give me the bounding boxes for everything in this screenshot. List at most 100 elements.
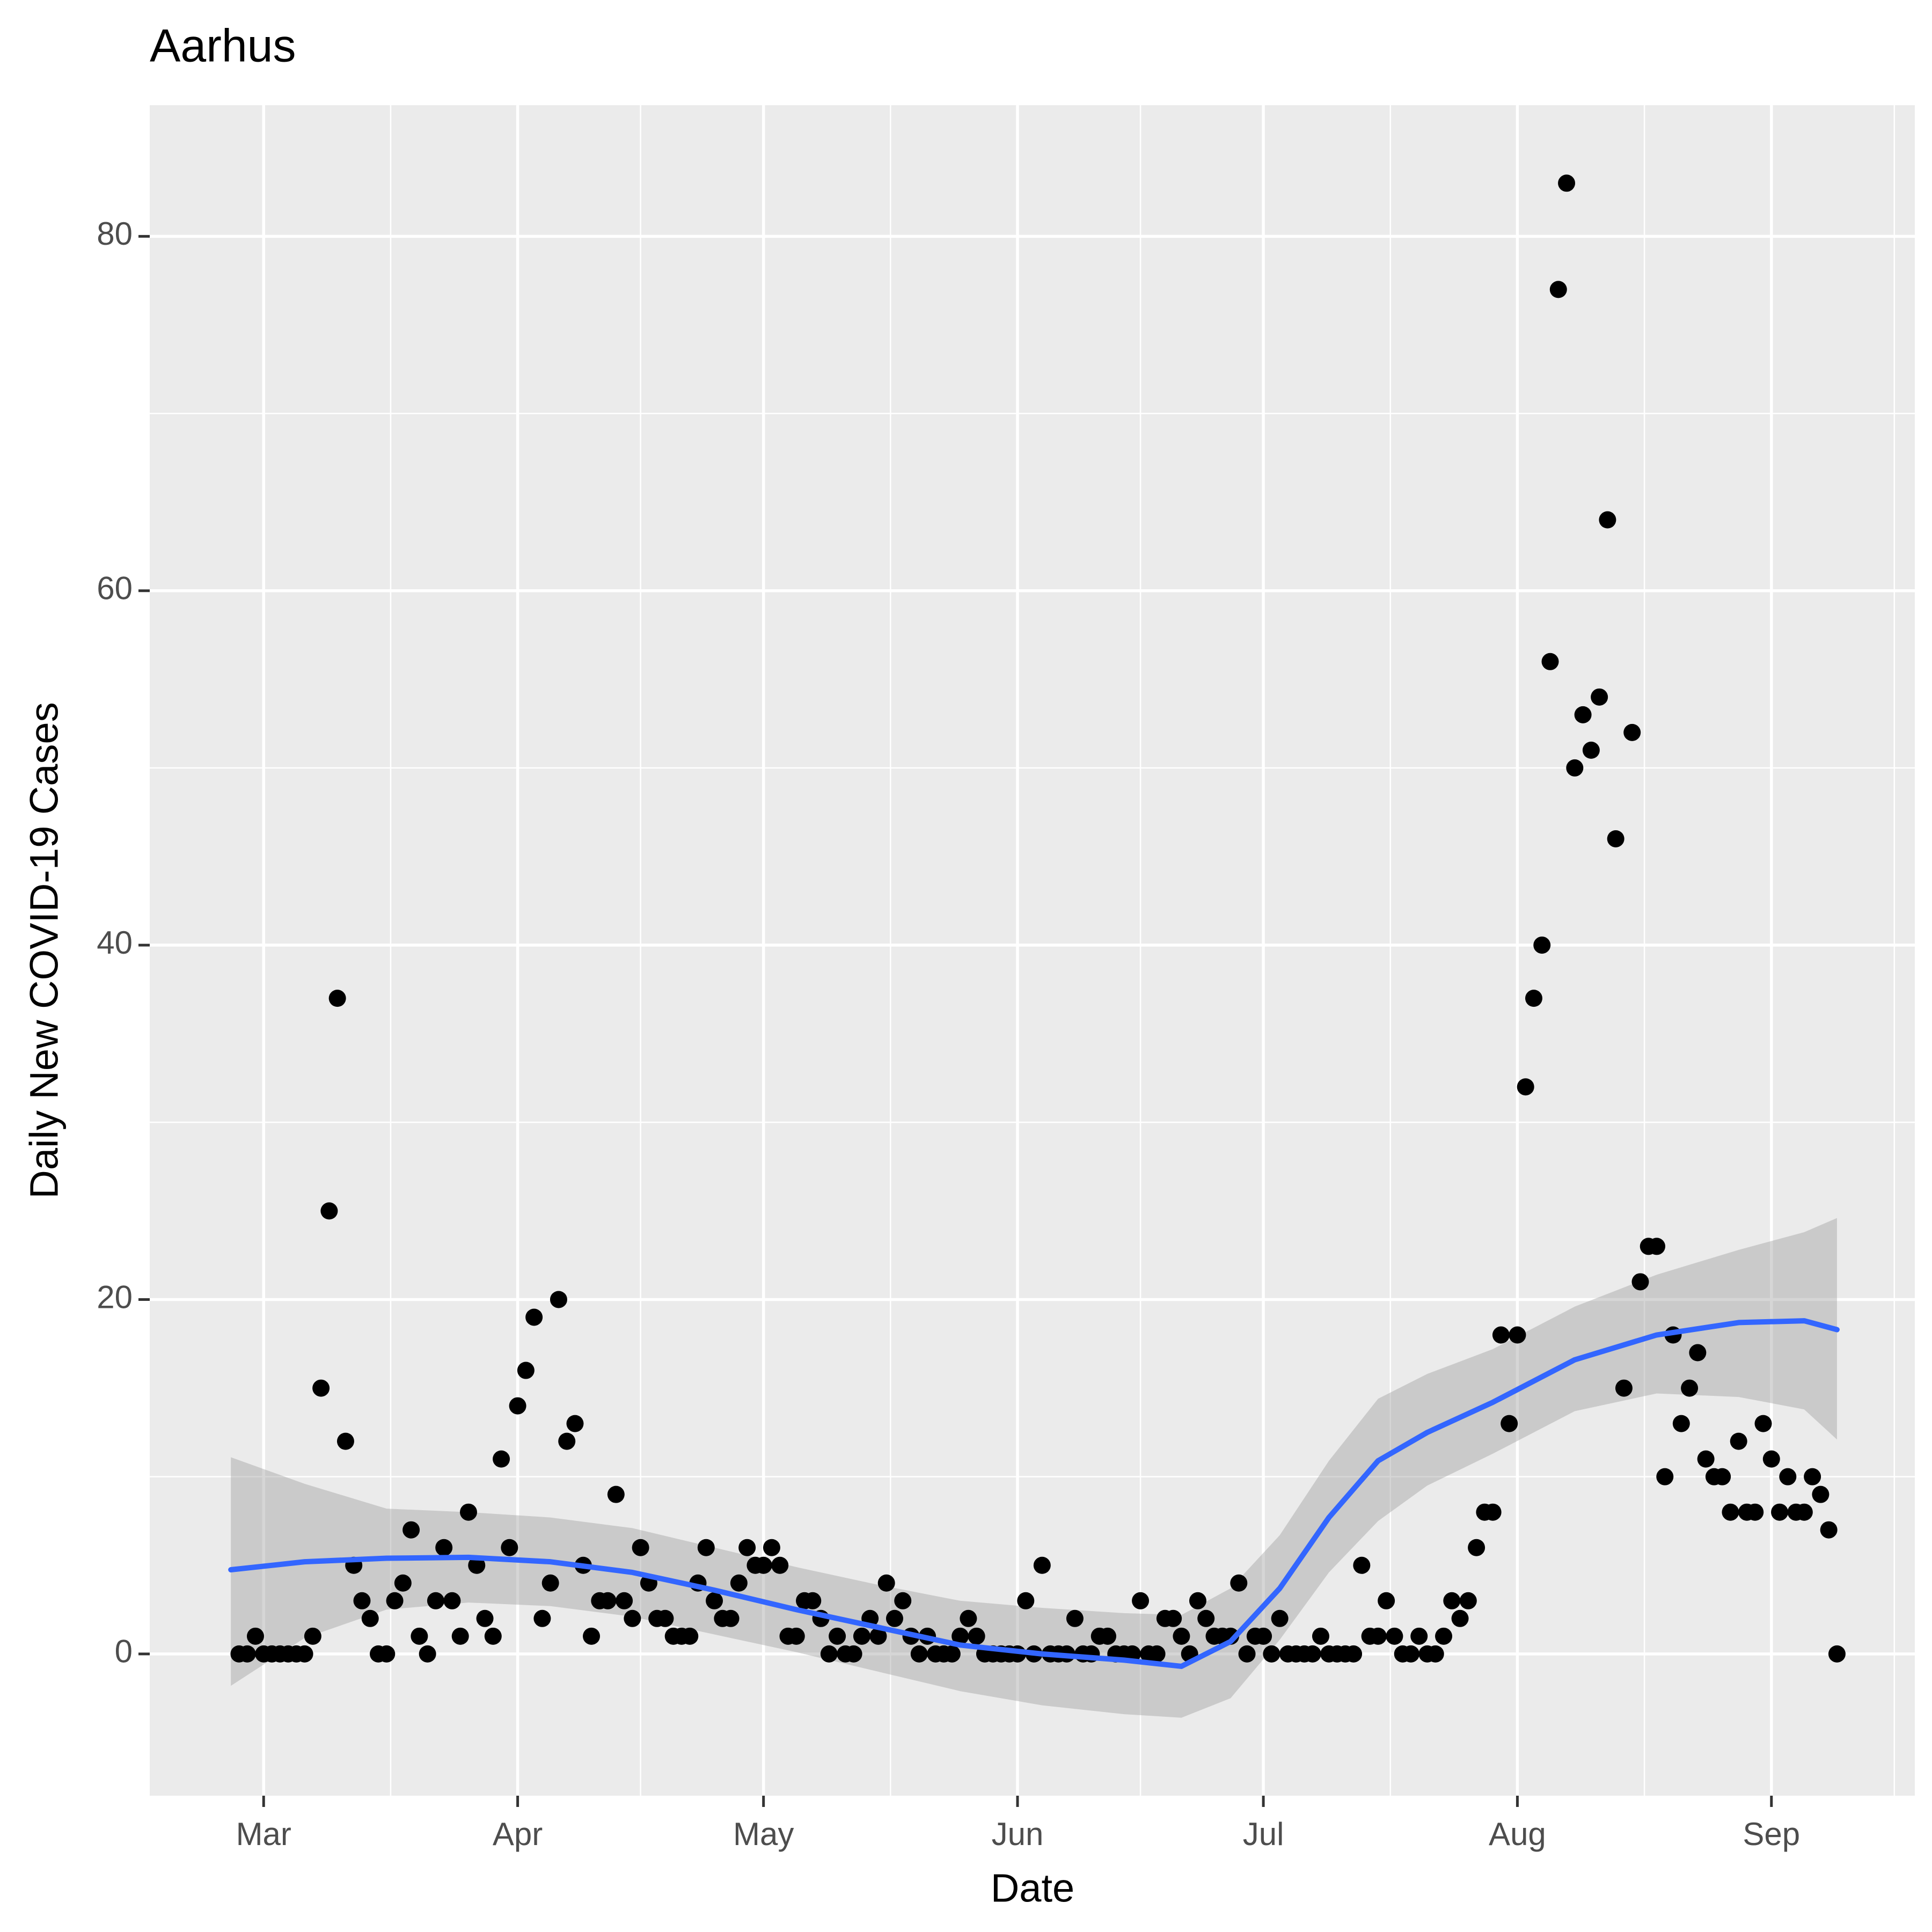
point — [1746, 1503, 1764, 1521]
smooth-line — [228, 1318, 1840, 1669]
point — [1656, 1468, 1674, 1485]
plot-panel — [150, 105, 1915, 1796]
point — [1812, 1485, 1829, 1503]
point — [632, 1539, 649, 1556]
point — [501, 1539, 518, 1556]
point — [353, 1592, 371, 1609]
point — [697, 1539, 715, 1556]
point — [910, 1645, 928, 1663]
point — [853, 1627, 870, 1645]
point — [1099, 1627, 1116, 1645]
point — [443, 1592, 461, 1609]
point — [1591, 688, 1608, 706]
point — [1435, 1627, 1453, 1645]
point — [296, 1645, 313, 1663]
point — [493, 1450, 510, 1468]
point — [706, 1592, 723, 1609]
point — [566, 1415, 584, 1432]
point — [1484, 1503, 1502, 1521]
point — [952, 1627, 969, 1645]
point — [1492, 1326, 1510, 1344]
point — [525, 1308, 543, 1326]
point — [1549, 281, 1567, 298]
point — [722, 1609, 740, 1627]
point — [336, 1432, 354, 1450]
point — [1697, 1450, 1715, 1468]
x-tick-label: Apr — [493, 1816, 543, 1852]
point — [1672, 1415, 1690, 1432]
point — [1771, 1503, 1789, 1521]
point — [1230, 1574, 1248, 1592]
point — [624, 1609, 641, 1627]
point — [1779, 1468, 1797, 1485]
point — [550, 1291, 567, 1308]
point — [1189, 1592, 1206, 1609]
point — [1271, 1609, 1289, 1627]
point — [1615, 1379, 1633, 1397]
point — [246, 1627, 264, 1645]
point — [238, 1645, 256, 1663]
point — [394, 1574, 412, 1592]
x-tick-label: Jul — [1243, 1816, 1284, 1852]
point — [1762, 1450, 1780, 1468]
point — [1648, 1238, 1666, 1255]
point — [378, 1645, 396, 1663]
point — [1541, 653, 1559, 670]
point — [885, 1609, 903, 1627]
point — [509, 1397, 526, 1415]
point — [968, 1627, 985, 1645]
point — [1033, 1556, 1051, 1574]
point — [845, 1645, 862, 1663]
confidence-band — [231, 1218, 1837, 1718]
point — [1386, 1627, 1403, 1645]
point — [1566, 759, 1584, 777]
y-tick-label: 0 — [115, 1634, 133, 1670]
point — [1533, 936, 1551, 954]
point — [558, 1432, 576, 1450]
x-axis-title: Date — [991, 1866, 1074, 1911]
point — [681, 1627, 699, 1645]
point — [320, 1202, 338, 1220]
point — [1689, 1344, 1707, 1362]
point — [328, 990, 346, 1007]
y-tick-label: 80 — [97, 216, 133, 252]
point — [1574, 706, 1592, 723]
point — [1730, 1432, 1747, 1450]
point — [1714, 1468, 1731, 1485]
point — [1828, 1645, 1846, 1663]
point — [1754, 1415, 1772, 1432]
point — [1066, 1609, 1084, 1627]
point — [1402, 1645, 1419, 1663]
point — [435, 1539, 453, 1556]
point — [599, 1592, 617, 1609]
point — [1426, 1645, 1444, 1663]
point — [1681, 1379, 1699, 1397]
point — [1017, 1592, 1035, 1609]
point — [1517, 1078, 1534, 1096]
point — [1369, 1627, 1387, 1645]
point — [583, 1627, 601, 1645]
x-tick-label: Jun — [992, 1816, 1044, 1852]
point — [1631, 1273, 1649, 1291]
point — [1378, 1592, 1395, 1609]
point — [616, 1592, 633, 1609]
point — [730, 1574, 748, 1592]
point — [1525, 990, 1542, 1007]
point — [1304, 1645, 1321, 1663]
point — [1353, 1556, 1371, 1574]
point — [1599, 511, 1616, 529]
y-tick-label: 20 — [97, 1279, 133, 1315]
x-tick-label: May — [733, 1816, 794, 1852]
point — [960, 1609, 977, 1627]
point — [476, 1609, 494, 1627]
point — [1410, 1627, 1428, 1645]
point — [1173, 1627, 1190, 1645]
point — [607, 1485, 625, 1503]
point — [1722, 1503, 1739, 1521]
point — [1443, 1592, 1461, 1609]
y-tick-label: 60 — [97, 570, 133, 606]
x-tick-label: Aug — [1489, 1816, 1546, 1852]
point — [541, 1574, 559, 1592]
point — [1509, 1326, 1526, 1344]
